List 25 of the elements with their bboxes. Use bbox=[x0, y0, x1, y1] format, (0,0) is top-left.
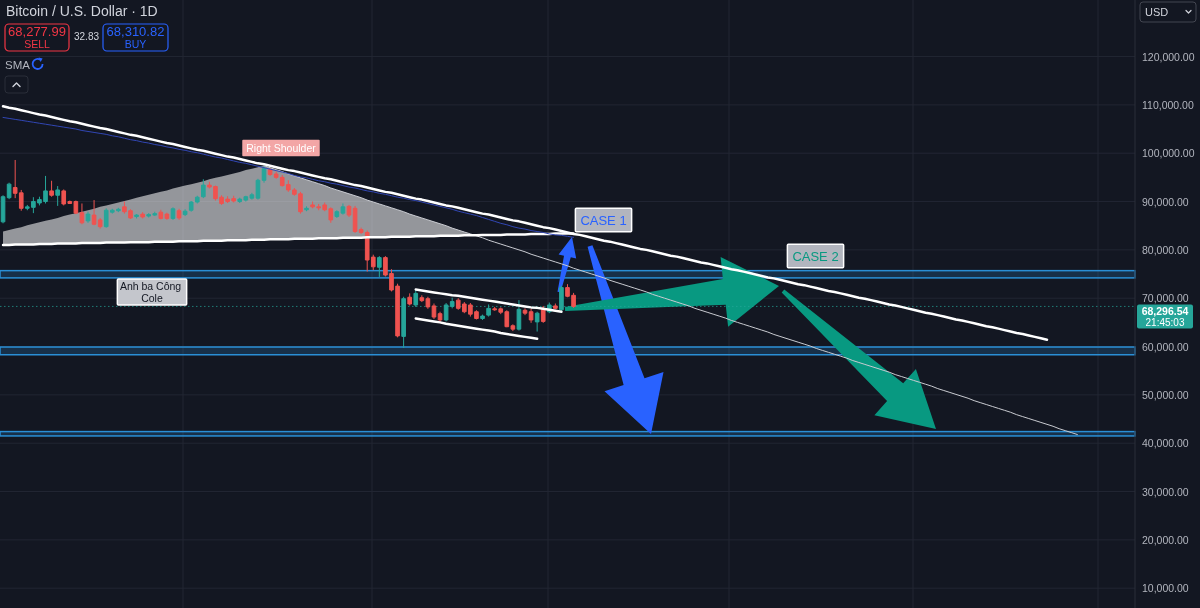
text: 21:45:03 bbox=[1145, 316, 1185, 328]
y-tick-label: 120,000.00 bbox=[1142, 50, 1195, 63]
annotation: BUY bbox=[124, 38, 147, 50]
chart-title: Bitcoin / U.S. Dollar · 1D bbox=[6, 3, 158, 19]
y-tick-label: 90,000.00 bbox=[1142, 195, 1189, 208]
y-tick-label: 50,000.00 bbox=[1142, 388, 1189, 401]
annotation: SMA bbox=[5, 59, 31, 71]
annotation: Right Shoulder bbox=[246, 142, 317, 154]
y-tick-label: 70,000.00 bbox=[1142, 292, 1189, 305]
y-tick-label: 20,000.00 bbox=[1142, 533, 1189, 546]
annotation: CASE 2 bbox=[792, 248, 839, 264]
y-tick-label: 40,000.00 bbox=[1142, 437, 1189, 450]
ref-line-label: 68,296.54 bbox=[1141, 304, 1189, 317]
y-tick-label: 110,000.00 bbox=[1142, 98, 1194, 111]
annotation: 68,277.99 bbox=[8, 24, 66, 39]
y-tick-label: 30,000.00 bbox=[1142, 485, 1189, 498]
annotation: SELL bbox=[24, 38, 50, 50]
annotation: 68,310.82 bbox=[106, 24, 165, 39]
y-tick-label: 60,000.00 bbox=[1142, 340, 1189, 353]
y-tick-label: 10,000.00 bbox=[1142, 582, 1189, 595]
y-tick-label: 100,000.00 bbox=[1142, 147, 1195, 160]
y-tick-label: 80,000.00 bbox=[1142, 243, 1189, 256]
annotation: 32.83 bbox=[73, 31, 100, 42]
annotation: CASE 1 bbox=[580, 212, 627, 228]
text: USD bbox=[1145, 6, 1169, 18]
